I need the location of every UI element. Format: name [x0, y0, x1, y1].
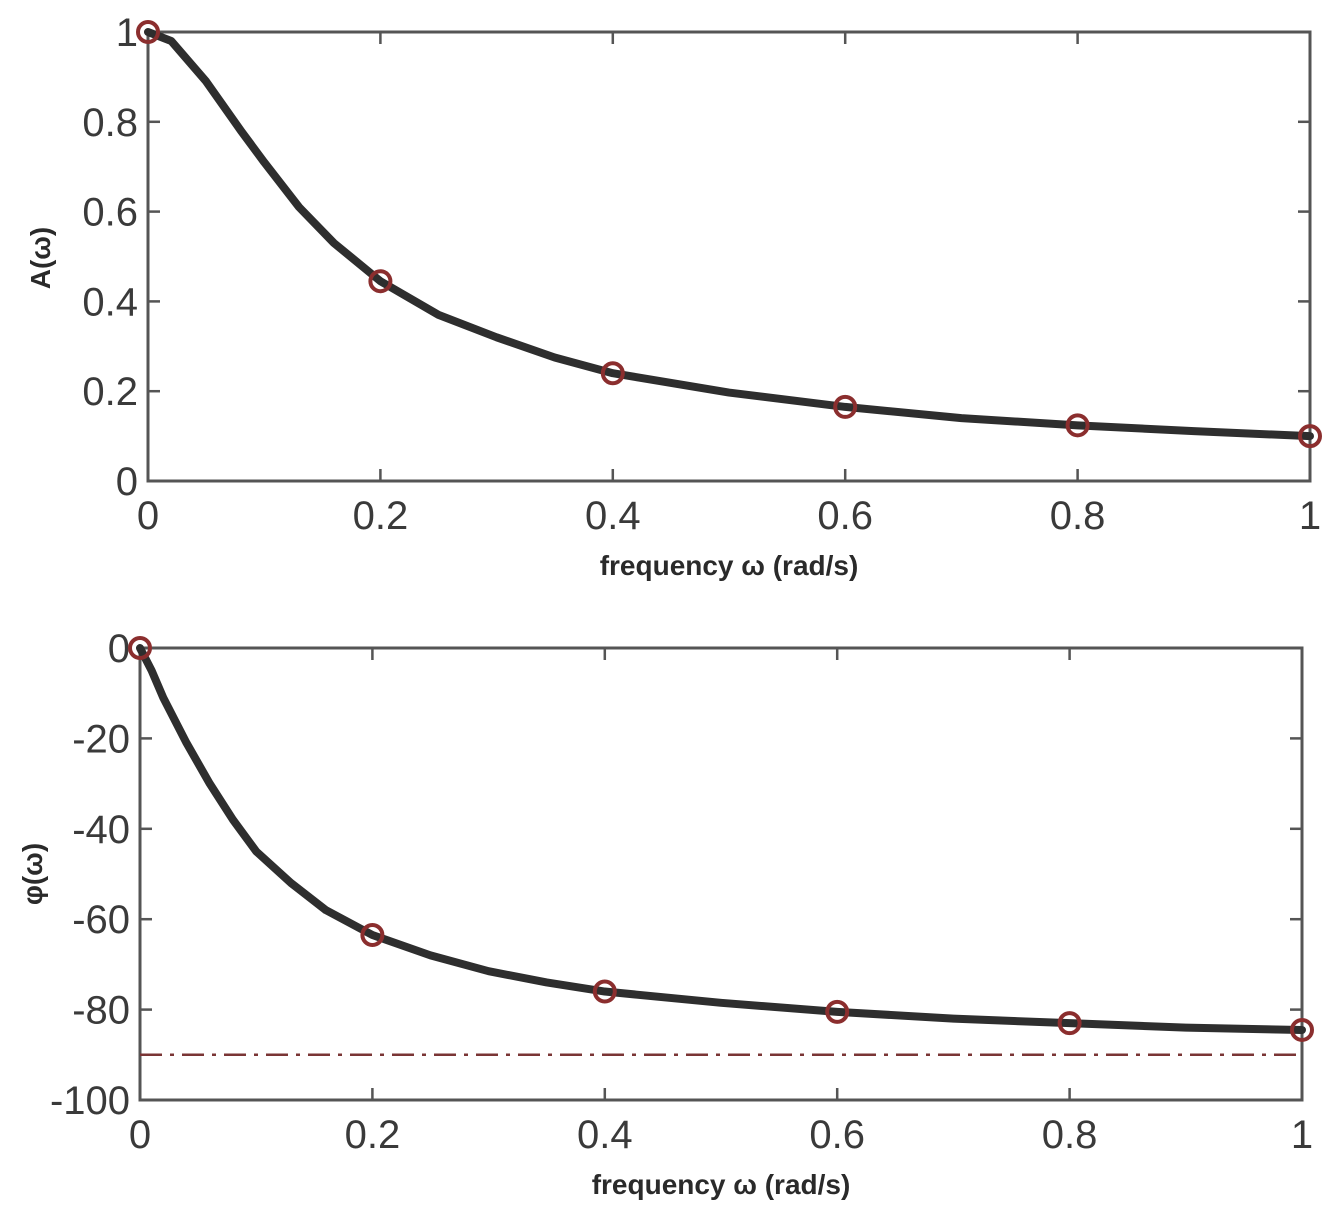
x-tick-label: 1: [1299, 494, 1321, 538]
x-tick-label: 0.4: [585, 494, 641, 538]
data-point-marker: [600, 361, 625, 386]
y-tick-label: 0: [116, 460, 138, 504]
x-tick-label: 0: [129, 1113, 151, 1157]
data-point-marker: [1290, 1017, 1314, 1042]
plot-frame: [146, 30, 1312, 483]
data-point-marker: [1065, 413, 1090, 438]
data-point-marker: [825, 999, 850, 1024]
data-point-marker: [592, 979, 617, 1004]
amplitude-plot: 0 0.2 0.4 0.6 0.8 1 0 0.2 0.4 0.6 0.8 1 frequency ω …: [25, 11, 1322, 581]
x-tick-label: 0.6: [817, 494, 873, 538]
x-tick-label: 0: [137, 494, 159, 538]
y-tick-label: -80: [72, 989, 130, 1033]
data-point-marker: [1057, 1011, 1082, 1036]
y-axis-label: A(ω): [25, 227, 56, 290]
y-tick-label: -60: [72, 898, 130, 942]
y-tick-label: 1: [116, 11, 138, 55]
y-tick-label: 0.4: [82, 280, 138, 324]
y-tick-label: -40: [72, 808, 130, 852]
x-tick-label: 0.8: [1042, 1113, 1098, 1157]
phase-plot: 0 0.2 0.4 0.6 0.8 1 -100 -80 -60 -40 -20 0 frequency…: [17, 627, 1314, 1200]
y-tick-label: 0.6: [82, 191, 138, 235]
data-point-marker: [128, 636, 152, 660]
x-tick-label: 1: [1291, 1113, 1313, 1157]
data-point-marker: [833, 394, 858, 419]
y-tick-label: 0.2: [82, 370, 138, 414]
y-tick-label: 0.8: [82, 101, 138, 145]
x-tick-label: 0.2: [345, 1113, 401, 1157]
x-axis-label: frequency ω (rad/s): [592, 1169, 851, 1200]
y-axis-label: φ(ω): [17, 843, 48, 905]
data-point-marker: [360, 923, 385, 948]
x-tick-label: 0.8: [1050, 494, 1106, 538]
response-curve: [136, 644, 1306, 1034]
response-curve: [144, 28, 1314, 441]
y-tick-label: -100: [50, 1079, 130, 1123]
plot-frame: [138, 646, 1304, 1102]
x-tick-label: 0.4: [577, 1113, 633, 1157]
x-tick-label: 0.2: [353, 494, 409, 538]
x-tick-label: 0.6: [809, 1113, 865, 1157]
y-tick-label: 0: [108, 627, 130, 671]
data-point-marker: [368, 269, 393, 294]
data-point-marker: [1298, 424, 1322, 449]
y-tick-label: -20: [72, 717, 130, 761]
x-axis-label: frequency ω (rad/s): [600, 550, 859, 581]
data-point-marker: [136, 20, 160, 44]
